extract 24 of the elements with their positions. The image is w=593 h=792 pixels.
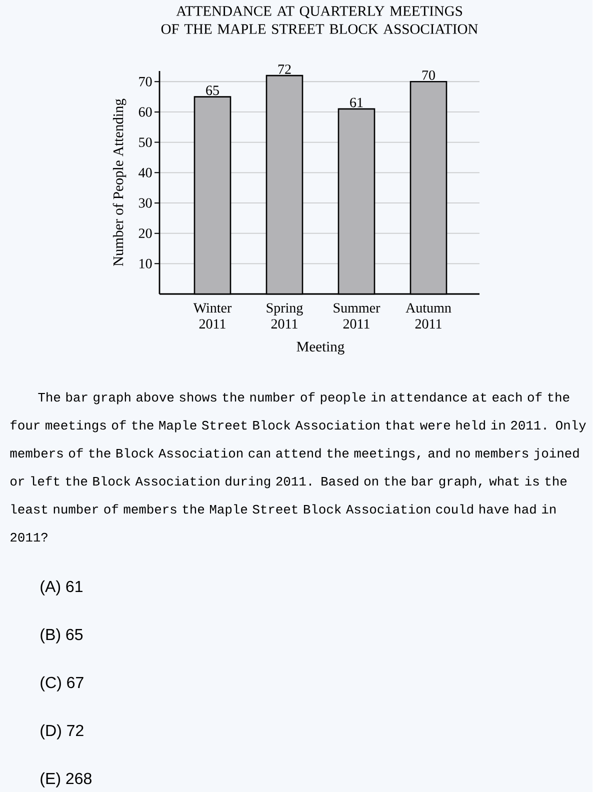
chart-title: ATTENDANCE AT QUARTERLY MEETINGS OF THE MAPLE STREET BLOCK ASSOCIATION <box>162 6 478 34</box>
text: (A) 61 <box>40 580 83 596</box>
x-tick-label: Autumn 2011 <box>406 303 452 329</box>
x-tick-label: Summer 2011 <box>334 303 380 329</box>
text: (C) 67 <box>40 676 84 692</box>
y-tick-label: 10 <box>140 258 152 268</box>
text: (B) 65 <box>40 628 83 644</box>
data-label: 65 <box>206 86 220 96</box>
y-axis-title: Number of People Attending <box>113 98 126 266</box>
y-tick-label: 40 <box>138 168 152 178</box>
y-tick-label: 50 <box>139 138 152 148</box>
y-tick-label: 60 <box>139 107 152 117</box>
data-label: 70 <box>422 70 436 80</box>
y-tick-label: 30 <box>139 198 152 208</box>
x-tick-label: Spring 2011 <box>267 303 304 329</box>
text: (E) 268 <box>40 772 92 788</box>
data-label: 61 <box>350 98 363 108</box>
x-axis-title: Meeting <box>296 342 345 355</box>
text: (D) 72 <box>40 724 84 740</box>
x-tick-label: Winter 2011 <box>194 303 232 329</box>
y-tick-label: 20 <box>139 228 152 238</box>
text: The bar graph above shows the number of people in attendance at each of the four meetings of the Maple Street Block Association that were held in 2011. Only members of the Block Association can attend the meetings, and no members joined or left the Block Association during 2011. Based on the bar graph, what is the least number of members the Maple Street Block Association could have had in 2011? <box>10 392 586 542</box>
y-tick-label: 70 <box>139 76 152 86</box>
data-label: 72 <box>278 64 291 74</box>
